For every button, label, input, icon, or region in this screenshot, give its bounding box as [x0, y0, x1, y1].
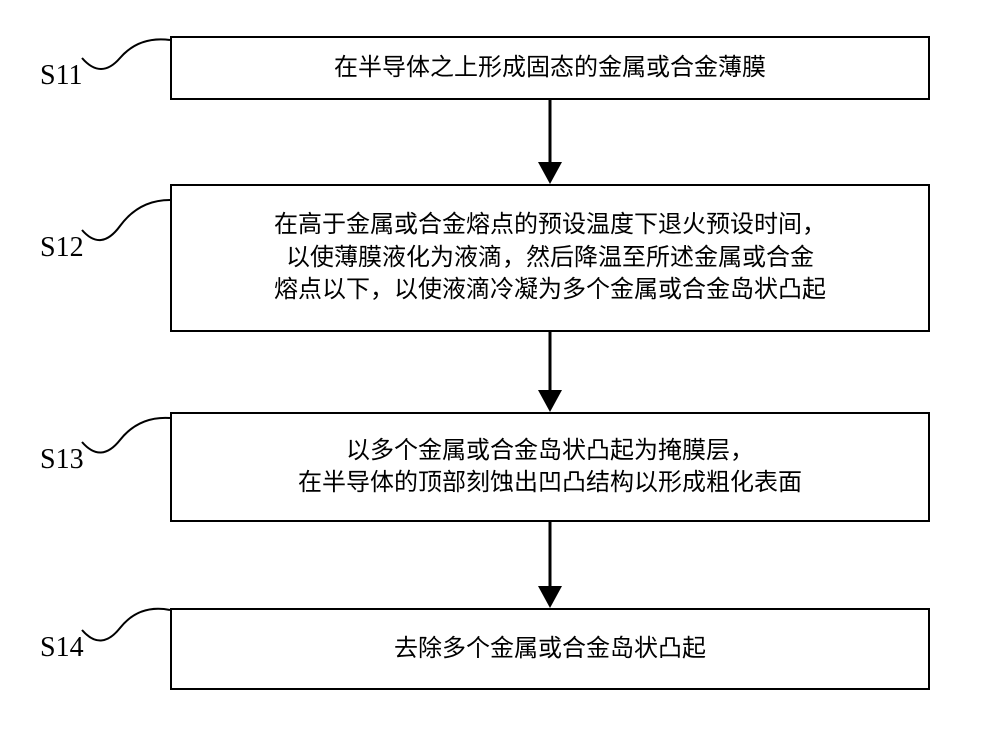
flow-arrow [0, 0, 1000, 736]
flowchart-canvas: 在半导体之上形成固态的金属或合金薄膜S11在高于金属或合金熔点的预设温度下退火预… [0, 0, 1000, 736]
